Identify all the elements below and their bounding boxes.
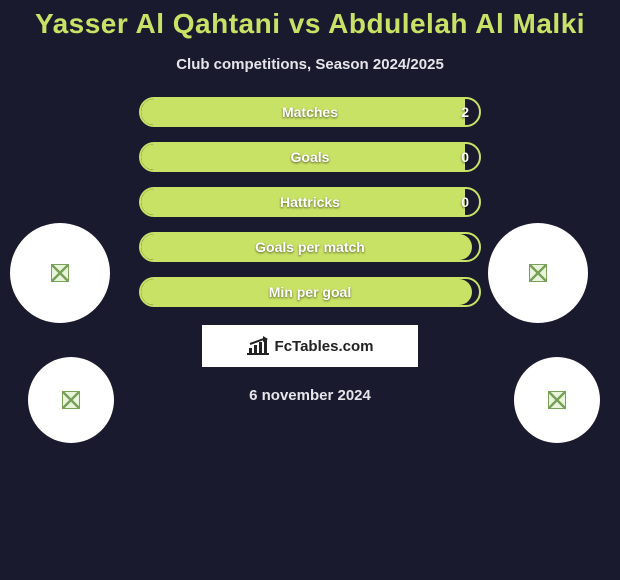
- avatar-player1-small: [28, 357, 114, 443]
- stat-fill: [141, 279, 472, 305]
- stats-list: Matches 2 Goals 0 Hattricks 0 Goals per …: [139, 97, 481, 307]
- stat-fill: [141, 99, 465, 125]
- subtitle: Club competitions, Season 2024/2025: [0, 56, 620, 73]
- stat-row-hattricks: Hattricks 0: [139, 187, 481, 217]
- broken-image-icon: [529, 264, 547, 282]
- stat-row-matches: Matches 2: [139, 97, 481, 127]
- stat-row-goals: Goals 0: [139, 142, 481, 172]
- brand-text: FcTables.com: [275, 338, 374, 355]
- stat-fill: [141, 189, 465, 215]
- avatar-player2-small: [514, 357, 600, 443]
- comparison-area: Matches 2 Goals 0 Hattricks 0 Goals per …: [0, 97, 620, 404]
- broken-image-icon: [548, 391, 566, 409]
- bar-chart-icon: [247, 337, 269, 355]
- stat-row-goals-per-match: Goals per match: [139, 232, 481, 262]
- page-title: Yasser Al Qahtani vs Abdulelah Al Malki: [0, 0, 620, 42]
- avatar-player1-large: [10, 223, 110, 323]
- brand-box[interactable]: FcTables.com: [202, 325, 418, 367]
- stat-row-min-per-goal: Min per goal: [139, 277, 481, 307]
- broken-image-icon: [62, 391, 80, 409]
- broken-image-icon: [51, 264, 69, 282]
- avatar-player2-large: [488, 223, 588, 323]
- stat-fill: [141, 234, 472, 260]
- stat-fill: [141, 144, 465, 170]
